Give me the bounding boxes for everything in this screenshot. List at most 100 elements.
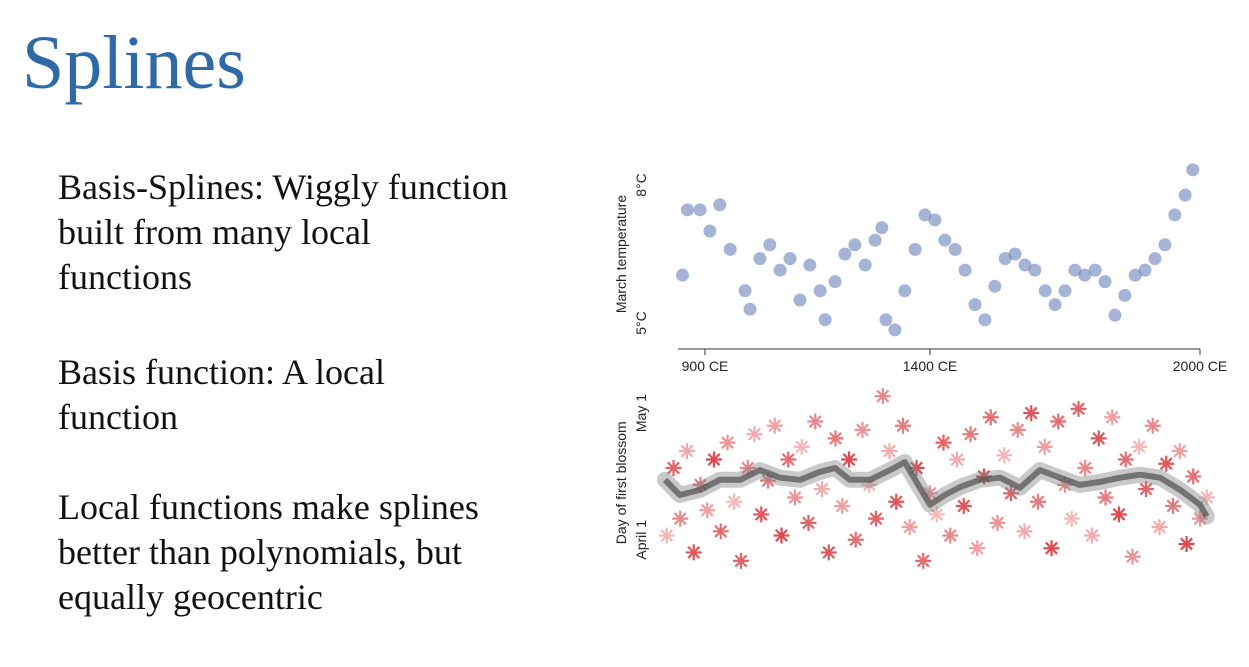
point <box>738 284 752 298</box>
asterisk-point <box>922 485 938 502</box>
x-tick-label: 1400 CE <box>903 358 957 374</box>
point <box>1128 268 1142 282</box>
asterisk-point <box>915 552 932 569</box>
asterisk-point <box>881 443 898 460</box>
point <box>848 238 862 252</box>
asterisk-point <box>827 430 844 447</box>
asterisk-point <box>1003 485 1019 502</box>
asterisk-point <box>773 527 790 544</box>
asterisk-point <box>672 510 689 527</box>
asterisk-point <box>908 459 925 476</box>
asterisk-point <box>685 544 702 561</box>
asterisk-point <box>1117 451 1134 468</box>
point <box>998 252 1012 266</box>
point <box>1098 275 1112 289</box>
asterisk-point <box>982 409 999 426</box>
asterisk-point <box>928 506 945 523</box>
asterisk-point <box>793 438 810 455</box>
point <box>1018 258 1032 272</box>
asterisk-point <box>1185 468 1202 485</box>
point <box>875 221 889 235</box>
asterisk-point <box>1023 405 1040 422</box>
asterisk-point <box>726 493 743 510</box>
asterisk-point <box>1043 540 1060 557</box>
y-tick-label: 5°C <box>633 311 649 335</box>
asterisk-point <box>820 544 837 561</box>
x-tick-label: 2000 CE <box>1173 358 1227 374</box>
point <box>1168 208 1182 222</box>
point <box>1148 252 1162 266</box>
asterisk-point <box>753 506 770 523</box>
asterisk-point <box>969 540 986 557</box>
point <box>908 242 922 256</box>
point <box>828 275 842 289</box>
point <box>868 233 882 247</box>
point <box>968 298 982 312</box>
asterisk-point <box>1036 438 1053 455</box>
points <box>658 388 1215 569</box>
asterisk-point <box>699 502 716 519</box>
asterisk-point <box>658 527 675 544</box>
point <box>1008 247 1022 261</box>
point <box>713 198 727 212</box>
point <box>1048 298 1062 312</box>
asterisk-point <box>807 413 824 430</box>
asterisk-point <box>1090 430 1107 447</box>
point <box>1028 263 1042 277</box>
asterisk-point <box>1165 497 1181 514</box>
asterisk-point <box>1151 519 1168 536</box>
y-axis-title: March temperature <box>613 195 629 313</box>
asterisk-point <box>1009 421 1026 438</box>
asterisk-point <box>888 493 905 510</box>
asterisk-point <box>895 417 911 434</box>
bullet-line: Local functions make splines <box>58 487 479 527</box>
point <box>763 238 777 252</box>
asterisk-point <box>760 472 776 489</box>
asterisk-point <box>955 497 972 514</box>
point <box>680 203 694 217</box>
y-tick-label: May 1 <box>633 394 649 432</box>
bullet: Local functions make splines better than … <box>58 485 479 620</box>
bullet-line: built from many local <box>58 212 371 252</box>
asterisk-point <box>841 451 857 468</box>
spline-line <box>662 459 1210 518</box>
asterisk-point <box>935 434 952 451</box>
asterisk-point <box>1144 417 1161 434</box>
asterisk-point <box>1158 455 1175 472</box>
point <box>693 203 707 217</box>
asterisk-point <box>1030 493 1046 510</box>
point <box>1068 263 1082 277</box>
asterisk-point <box>1131 438 1148 455</box>
asterisk-point <box>847 531 864 548</box>
point <box>1158 238 1172 252</box>
point <box>723 242 737 256</box>
asterisk-point <box>814 481 830 498</box>
bullet-line: function <box>58 397 178 437</box>
asterisk-point <box>1192 510 1208 527</box>
asterisk-point <box>996 447 1013 464</box>
x-tick-label: 900 CE <box>682 358 729 374</box>
point <box>773 263 787 277</box>
point <box>1186 163 1200 177</box>
asterisk-point <box>861 476 878 493</box>
point <box>1178 188 1192 202</box>
point <box>858 258 872 272</box>
asterisk-point <box>1178 535 1195 552</box>
point <box>948 242 962 256</box>
y-tick-label: April 1 <box>633 520 649 560</box>
asterisk-point <box>1171 443 1188 460</box>
point <box>1078 268 1092 282</box>
point <box>888 323 902 337</box>
asterisk-point <box>1198 489 1215 506</box>
point <box>676 268 689 282</box>
point <box>1088 263 1102 277</box>
point <box>928 213 942 227</box>
asterisk-point <box>766 417 783 434</box>
asterisk-point <box>834 497 851 514</box>
point <box>1138 263 1152 277</box>
point <box>818 313 832 327</box>
asterisk-point <box>800 514 817 531</box>
asterisk-point <box>1063 510 1080 527</box>
